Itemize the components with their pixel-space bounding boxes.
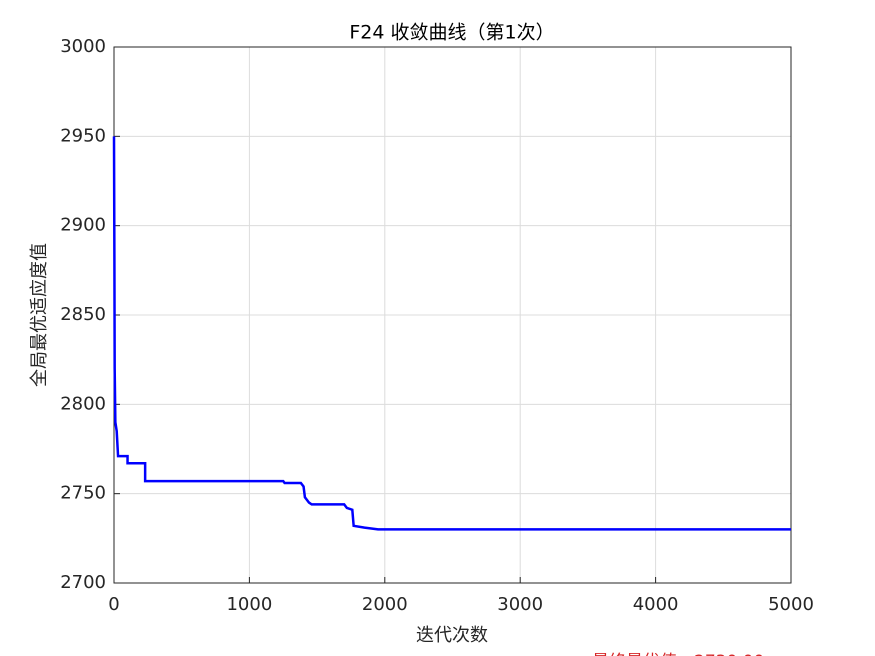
y-tick-label: 2900 <box>60 215 106 236</box>
y-tick-label: 2950 <box>60 125 106 146</box>
y-axis-label: 全局最优适应度值 <box>29 243 50 387</box>
chart-title: F24 收敛曲线（第1次） <box>349 22 554 44</box>
y-tick-label: 2750 <box>60 483 106 504</box>
x-tick-label: 3000 <box>497 594 543 615</box>
y-tick-label: 2800 <box>60 393 106 414</box>
x-tick-label: 1000 <box>226 594 272 615</box>
line-series <box>112 136 791 531</box>
x-tick-label: 2000 <box>362 594 408 615</box>
x-axis-label: 迭代次数 <box>416 625 488 646</box>
x-tick-label: 5000 <box>768 594 814 615</box>
y-tick-label: 2850 <box>60 304 106 325</box>
x-tick-label: 4000 <box>633 594 679 615</box>
x-tick-label: 0 <box>108 594 119 615</box>
annotation: 最终最优值：2730.00 <box>592 652 764 656</box>
y-tick-label: 3000 <box>60 36 106 57</box>
y-tick-label: 2700 <box>60 572 106 593</box>
